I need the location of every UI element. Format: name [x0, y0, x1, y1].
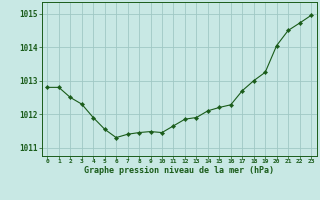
X-axis label: Graphe pression niveau de la mer (hPa): Graphe pression niveau de la mer (hPa) [84, 166, 274, 175]
